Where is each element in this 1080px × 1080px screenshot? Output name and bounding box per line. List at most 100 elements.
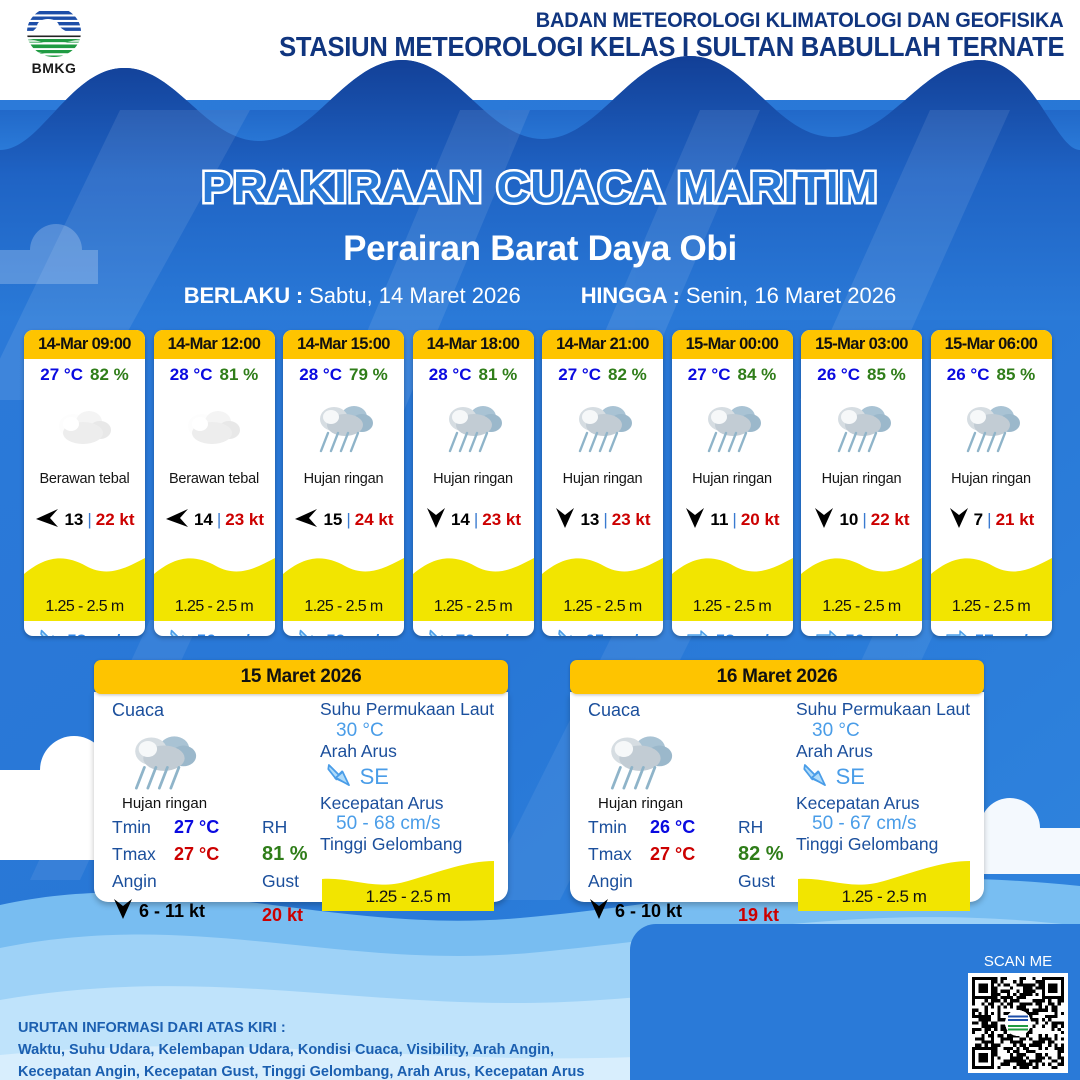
current-row: 70 cm/s — [413, 621, 534, 636]
wave-band — [671, 558, 793, 621]
wind-direction-icon-slot — [684, 506, 706, 535]
arrow-south-icon — [426, 507, 445, 528]
forecast-time: 15-Mar 00:00 — [671, 330, 793, 359]
wave-height-label: Tinggi Gelombang — [320, 834, 463, 855]
current-row: 59 cm/s — [283, 621, 404, 636]
wind-separator: | — [87, 510, 92, 529]
sst-label: Suhu Permukaan Laut — [320, 699, 495, 719]
wave-height: 1.25 - 2.5 m — [304, 598, 383, 615]
current-row: 58 cm/s — [672, 621, 793, 636]
legend-footer: URUTAN INFORMASI DARI ATAS KIRI : Waktu,… — [18, 1018, 638, 1080]
cuaca-label: Cuaca — [112, 700, 165, 720]
daily-wind-value: 6 - 10 kt — [615, 901, 683, 921]
current-row: 58 cm/s — [24, 621, 145, 636]
qr-code-icon[interactable] — [968, 973, 1068, 1073]
current-direction-icon-slot — [802, 761, 830, 794]
weather-condition: Berawan tebal — [168, 471, 260, 487]
wave-height: 1.25 - 2.5 m — [822, 598, 901, 615]
arrow-southeast-icon — [558, 629, 573, 636]
daily-condition: Hujan ringan — [122, 795, 208, 812]
gust-label: Gust — [262, 871, 299, 891]
wind-separator: | — [473, 510, 479, 529]
weather-condition: Hujan ringan — [821, 471, 902, 487]
current-direction-icon-slot — [39, 627, 63, 636]
temp-humidity-row: 27 °C 82 % — [24, 360, 145, 390]
page-title: PRAKIRAAN CUACA MARITIM — [199, 161, 880, 215]
current-direction-icon-slot — [945, 629, 971, 636]
air-temperature: 27 °C — [687, 365, 731, 384]
current-speed: 70 cm/s — [456, 631, 518, 636]
wind-separator: | — [862, 510, 867, 529]
current-speed: 65 cm/s — [585, 631, 647, 636]
scan-me-label: SCAN ME — [983, 953, 1053, 970]
current-speed: 59 cm/s — [326, 631, 388, 636]
weather-condition: Hujan ringan — [562, 471, 643, 487]
arrow-southeast-icon — [327, 764, 350, 787]
legend-title: URUTAN INFORMASI DARI ATAS KIRI : — [18, 1020, 286, 1036]
scan-me-block[interactable]: SCAN ME — [963, 953, 1073, 1073]
current-speed: 58 cm/s — [67, 631, 129, 636]
weather-condition: Hujan ringan — [692, 471, 772, 487]
weather-icon-slot — [931, 390, 1052, 466]
forecast-card: 14-Mar 09:00 27 °C 82 % Berawan tebal 13… — [24, 330, 145, 636]
current-direction-icon-slot — [428, 627, 452, 636]
wind-row: 7 | 21 kt — [931, 492, 1052, 548]
tmax-value: 27 °C — [174, 844, 220, 864]
weather-icon-slot — [542, 390, 663, 466]
wave-height-block: 1.25 - 2.5 m — [24, 548, 145, 621]
agency-name: BADAN METEOROLOGI KLIMATOLOGI DAN GEOFIS… — [536, 8, 1064, 32]
current-direction-icon-slot — [557, 627, 581, 636]
weather-condition: Berawan tebal — [39, 471, 130, 487]
daily-gust-value: 20 kt — [262, 905, 304, 925]
wave-band — [412, 558, 534, 621]
wind-direction-icon-slot — [112, 897, 134, 926]
daily-left-column: Cuaca Hujan ringan Tmin 27 °C RH — [112, 700, 317, 926]
arrow-east-icon — [946, 629, 968, 636]
arrow-south-icon — [556, 507, 575, 528]
daily-wave-block: 1.25 - 2.5 m — [798, 857, 970, 911]
forecast-time: 14-Mar 21:00 — [542, 330, 663, 359]
air-temperature: 28 °C — [428, 365, 472, 384]
tmin-value: 26 °C — [650, 817, 696, 837]
current-direction-label: Arah Arus — [320, 740, 397, 761]
current-direction-icon-slot — [298, 627, 322, 636]
relative-humidity: 81 % — [219, 365, 259, 384]
gust-label: Gust — [738, 871, 775, 891]
tmin-value: 27 °C — [174, 817, 220, 837]
wind-separator: | — [987, 510, 992, 529]
arrow-southeast-icon — [803, 764, 826, 787]
wind-speed: 10 — [839, 510, 859, 529]
bmkg-logo: BMKG — [8, 6, 100, 78]
current-direction-value: SE — [835, 764, 865, 790]
wind-gust: 23 kt — [482, 510, 522, 529]
forecast-time: 14-Mar 18:00 — [412, 330, 534, 359]
wave-height: 1.25 - 2.5 m — [45, 598, 124, 615]
page-subtitle: Perairan Barat Daya Obi — [343, 229, 737, 268]
current-direction-icon-slot — [169, 627, 193, 636]
cloudy-thick-icon — [58, 411, 111, 444]
valid-to-label: HINGGA : — [580, 283, 680, 308]
wave-band — [153, 558, 275, 621]
arrow-southeast-icon — [40, 629, 55, 636]
daily-summary-panel: 15 Maret 2026 Cuaca Hujan ringan Tmin — [94, 660, 508, 925]
angin-label: Angin — [588, 871, 633, 891]
current-speed-value: 50 - 67 cm/s — [812, 813, 917, 835]
wave-height-block: 1.25 - 2.5 m — [153, 548, 275, 621]
wind-direction-icon-slot — [425, 506, 447, 535]
wind-direction-icon-slot — [164, 507, 190, 534]
forecast-time: 14-Mar 12:00 — [153, 330, 275, 359]
wind-direction-icon-slot — [554, 506, 576, 535]
current-direction-icon-slot — [326, 761, 354, 794]
temp-humidity-row: 27 °C 82 % — [542, 360, 663, 390]
arrow-southeast-icon — [170, 629, 185, 636]
tmax-label: Tmax — [588, 844, 632, 864]
daily-wave-block: 1.25 - 2.5 m — [322, 857, 494, 911]
wind-gust: 22 kt — [870, 510, 910, 529]
wind-direction-icon-slot — [293, 507, 319, 534]
wind-speed: 7 — [973, 510, 984, 529]
daily-right-column: Suhu Permukaan Laut 30 °C Arah Arus SE K… — [796, 699, 976, 911]
qr-code-image — [972, 977, 1064, 1069]
forecast-card: 14-Mar 12:00 28 °C 81 % Berawan tebal 14… — [153, 330, 275, 636]
temp-humidity-row: 27 °C 84 % — [672, 360, 793, 390]
relative-humidity: 82 % — [89, 365, 129, 384]
